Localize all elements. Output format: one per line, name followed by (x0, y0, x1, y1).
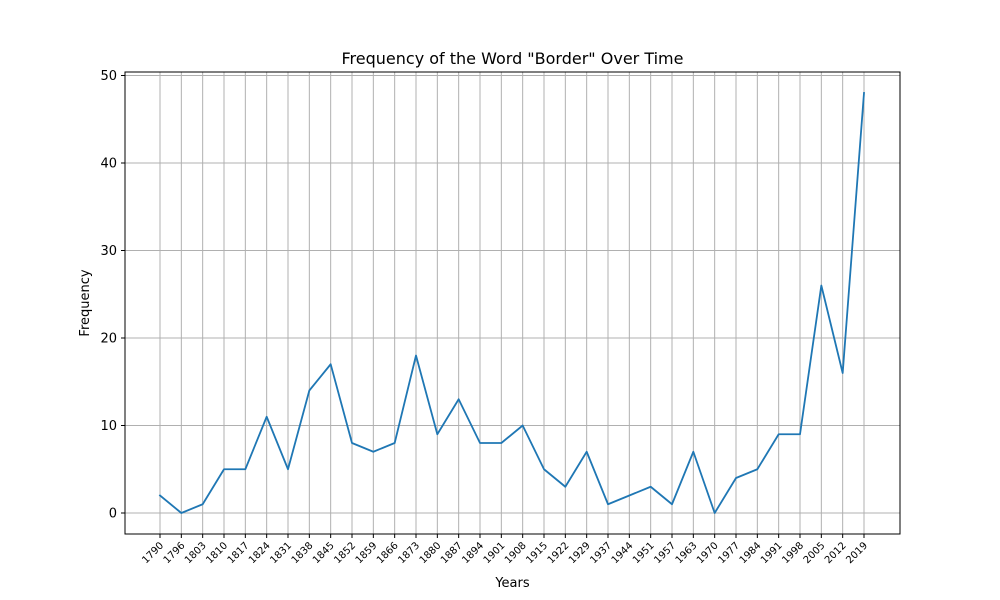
x-axis-label: Years (494, 576, 530, 591)
y-tick-label: 0 (109, 507, 117, 522)
series-layer (158, 92, 865, 514)
y-tick-label: 50 (100, 69, 117, 84)
plot-frame (124, 71, 901, 535)
y-tick-label: 10 (100, 419, 117, 434)
chart-title: Frequency of the Word "Border" Over Time (342, 49, 684, 68)
grid (125, 72, 900, 534)
series-line (158, 92, 865, 514)
y-tick-label: 30 (100, 244, 117, 259)
y-tick-label: 40 (100, 157, 117, 172)
y-axis: 0 10 20 30 40 50 (100, 69, 125, 522)
y-axis-label: Frequency (78, 269, 93, 336)
y-tick-label: 20 (100, 332, 117, 347)
